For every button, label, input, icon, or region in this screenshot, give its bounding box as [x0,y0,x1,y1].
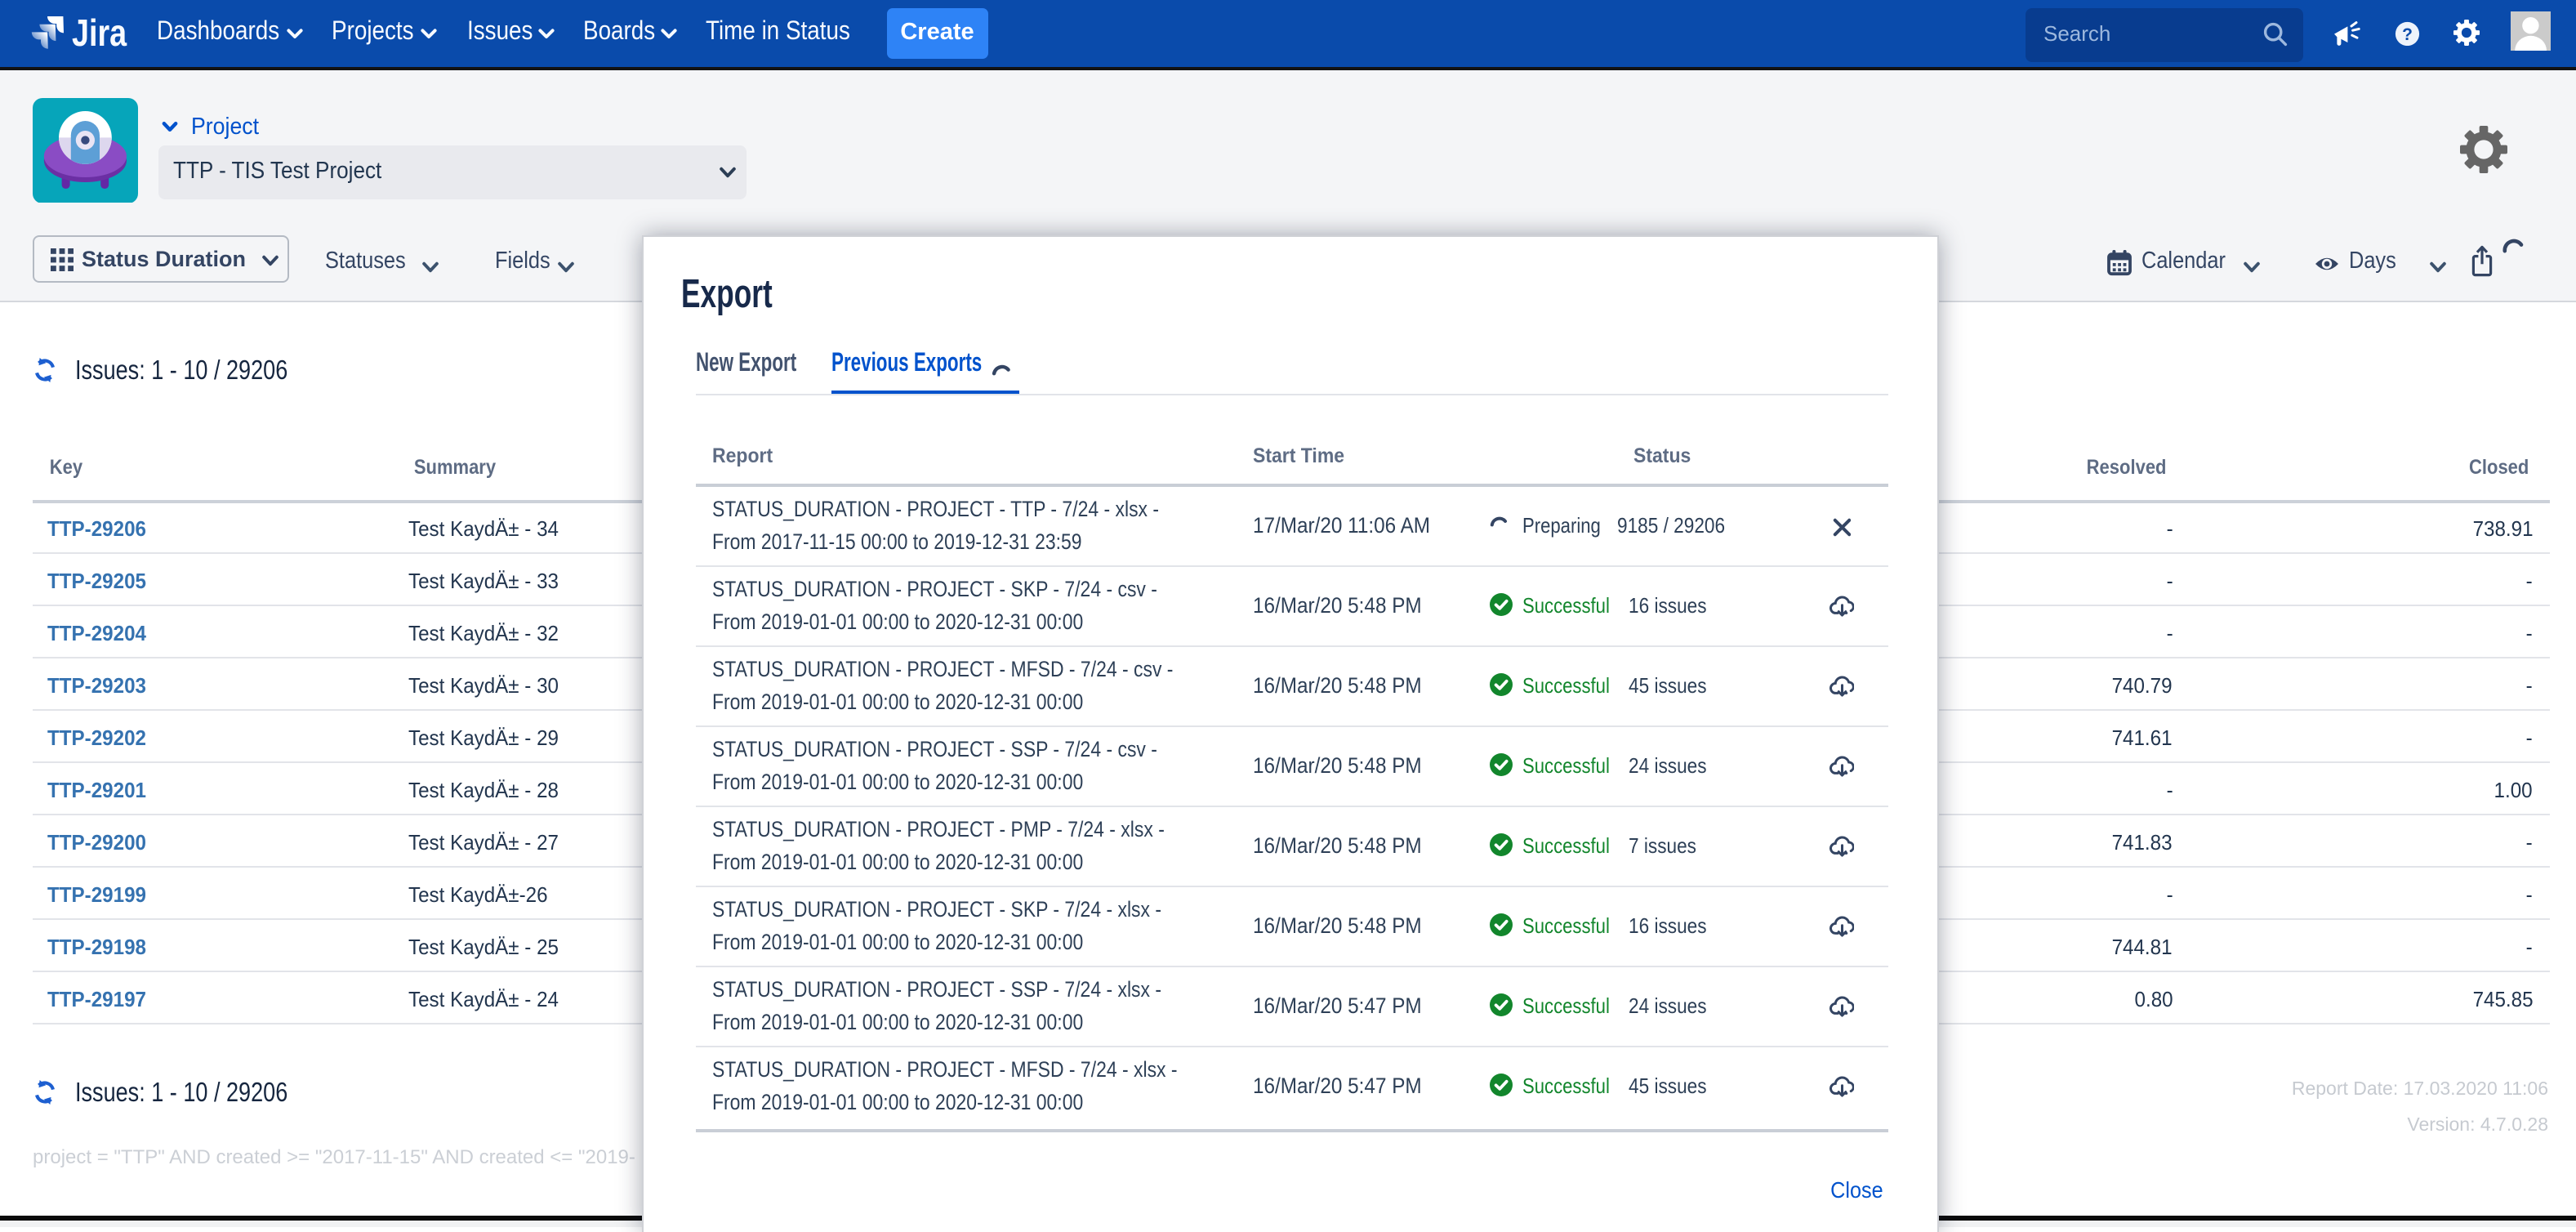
svg-text:?: ? [2402,25,2413,43]
